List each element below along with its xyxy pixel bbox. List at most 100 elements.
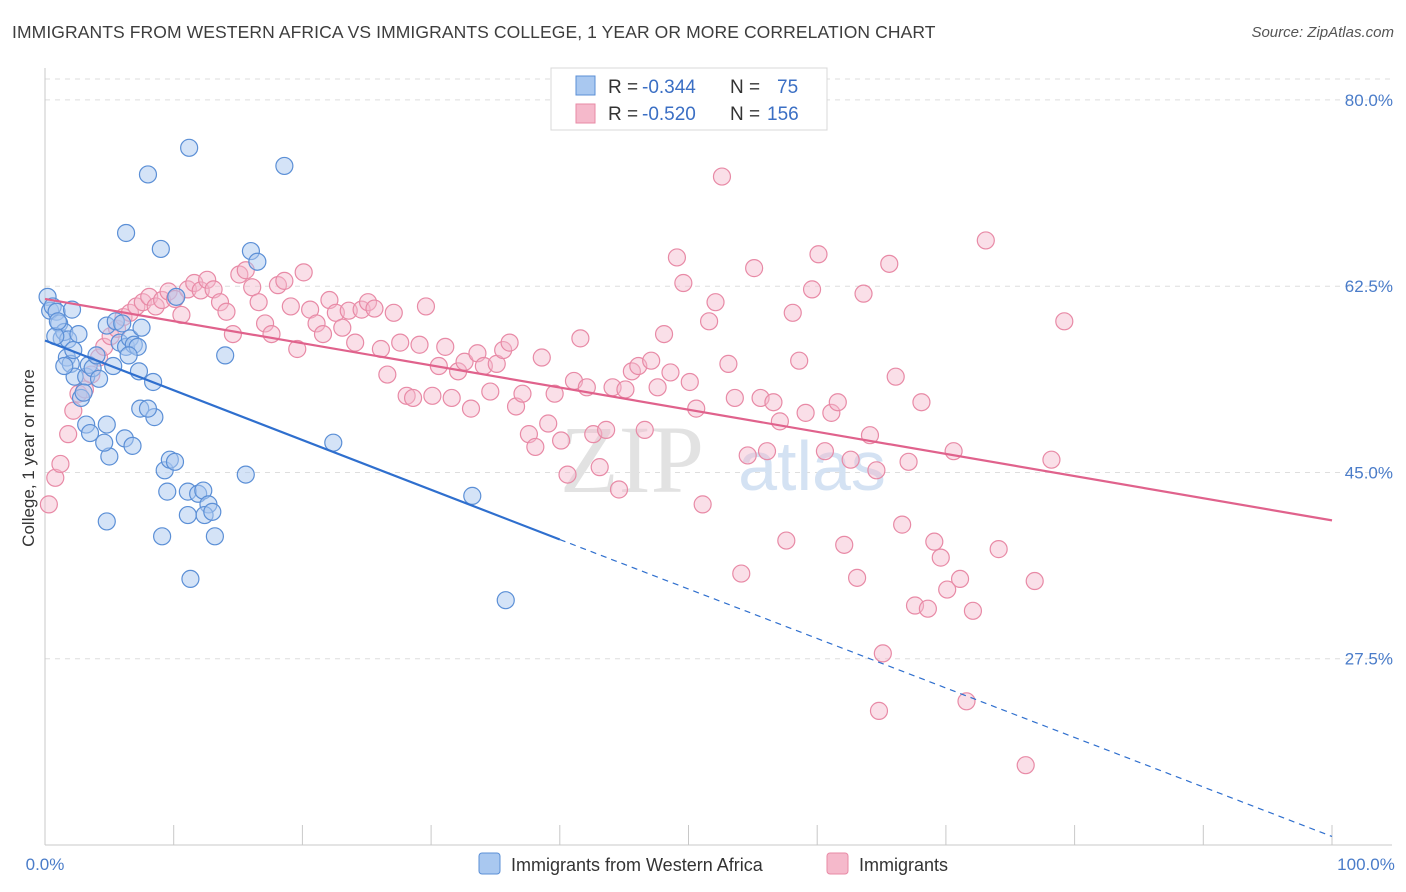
point-immigrants xyxy=(423,386,442,405)
bottom-legend-label-pink: Immigrants xyxy=(859,855,948,875)
point-immigrants xyxy=(346,333,365,352)
point-immigrants xyxy=(1042,450,1061,469)
point-immigrants xyxy=(661,363,680,382)
y-tick-label: 62.5% xyxy=(1345,277,1393,296)
point-immigrants xyxy=(841,450,860,469)
point-immigrants xyxy=(551,431,571,450)
point-immigrants xyxy=(745,259,764,278)
point-western-africa xyxy=(151,239,170,259)
point-western-africa xyxy=(119,346,138,365)
point-western-africa xyxy=(167,287,186,306)
point-western-africa xyxy=(97,415,116,434)
point-immigrants xyxy=(223,324,243,344)
point-immigrants xyxy=(918,599,937,618)
legend-r-label-1: R = xyxy=(608,77,638,98)
point-immigrants xyxy=(706,293,725,312)
point-western-africa xyxy=(216,346,235,365)
point-immigrants xyxy=(307,314,326,333)
point-western-africa xyxy=(153,527,172,546)
legend-swatch-blue xyxy=(575,75,596,96)
point-immigrants xyxy=(288,339,307,359)
point-western-africa xyxy=(123,436,142,455)
point-immigrants xyxy=(687,399,706,418)
point-immigrants xyxy=(976,231,995,250)
point-immigrants xyxy=(461,399,481,418)
point-immigrants xyxy=(51,454,70,474)
series-western-africa-points xyxy=(38,138,515,610)
point-immigrants xyxy=(46,468,65,487)
point-immigrants xyxy=(539,414,558,433)
legend-r-label-2: R = xyxy=(608,104,638,125)
point-immigrants xyxy=(313,324,333,344)
series-immigrants-points xyxy=(39,167,1074,775)
point-immigrants xyxy=(847,568,867,587)
point-immigrants xyxy=(950,569,970,589)
point-immigrants xyxy=(590,458,609,477)
point-immigrants xyxy=(783,303,802,322)
y-tick-label: 27.5% xyxy=(1345,650,1393,669)
point-immigrants xyxy=(403,388,423,408)
trend-line-immigrants xyxy=(44,297,1333,522)
point-western-africa xyxy=(248,252,267,271)
point-immigrants xyxy=(667,248,687,267)
point-immigrants xyxy=(648,378,667,397)
point-immigrants xyxy=(957,692,976,711)
point-immigrants xyxy=(796,403,815,422)
point-immigrants xyxy=(854,284,873,303)
point-immigrants xyxy=(217,302,236,321)
point-western-africa xyxy=(113,314,132,333)
point-western-africa xyxy=(116,223,136,243)
point-immigrants xyxy=(719,354,738,373)
point-immigrants xyxy=(352,300,371,319)
grid-lines xyxy=(45,78,1392,660)
legend-n-label-1: N = xyxy=(730,77,760,98)
point-immigrants xyxy=(616,380,635,399)
legend-n-value-2: 156 xyxy=(767,104,799,125)
point-immigrants xyxy=(867,461,886,480)
axes xyxy=(44,68,1392,846)
watermark-zip: ZIP xyxy=(560,406,704,513)
point-immigrants xyxy=(899,452,918,471)
point-western-africa xyxy=(496,591,515,610)
legend-swatch-pink xyxy=(575,103,596,124)
point-western-africa xyxy=(205,527,224,546)
point-immigrants xyxy=(255,314,275,333)
point-immigrants xyxy=(442,388,461,408)
point-western-africa xyxy=(55,356,74,376)
point-western-africa xyxy=(89,369,109,388)
point-western-africa xyxy=(69,324,88,344)
trend-line-western-africa xyxy=(44,339,561,541)
source-credit: Source: ZipAtlas.com xyxy=(1251,24,1394,41)
point-immigrants xyxy=(938,580,957,599)
point-western-africa xyxy=(203,502,222,521)
x-tick-label-min: 0.0% xyxy=(26,855,65,874)
point-immigrants xyxy=(558,465,577,484)
point-immigrants xyxy=(391,333,410,352)
legend-n-value-1: 75 xyxy=(777,77,798,98)
point-immigrants xyxy=(725,388,744,408)
point-western-africa xyxy=(181,569,200,589)
point-immigrants xyxy=(416,297,436,316)
point-immigrants xyxy=(500,333,519,352)
point-western-africa xyxy=(275,156,294,176)
point-immigrants xyxy=(764,393,783,412)
point-immigrants xyxy=(931,548,950,567)
point-immigrants xyxy=(294,263,313,282)
legend-r-value-1: -0.344 xyxy=(642,77,696,98)
point-western-africa xyxy=(80,423,100,443)
point-immigrants xyxy=(39,495,58,514)
point-immigrants xyxy=(481,382,500,401)
point-immigrants xyxy=(886,367,905,386)
point-western-africa xyxy=(180,138,199,157)
point-immigrants xyxy=(532,348,551,367)
point-western-africa xyxy=(178,505,197,525)
point-immigrants xyxy=(757,442,777,461)
point-immigrants xyxy=(609,480,629,499)
point-western-africa xyxy=(132,318,151,337)
point-immigrants xyxy=(198,270,217,289)
trend-lines xyxy=(44,297,1333,838)
point-immigrants xyxy=(210,293,230,312)
point-immigrants xyxy=(191,281,210,300)
trend-line-western-africa-extension xyxy=(559,538,1333,838)
point-western-africa xyxy=(138,165,158,184)
